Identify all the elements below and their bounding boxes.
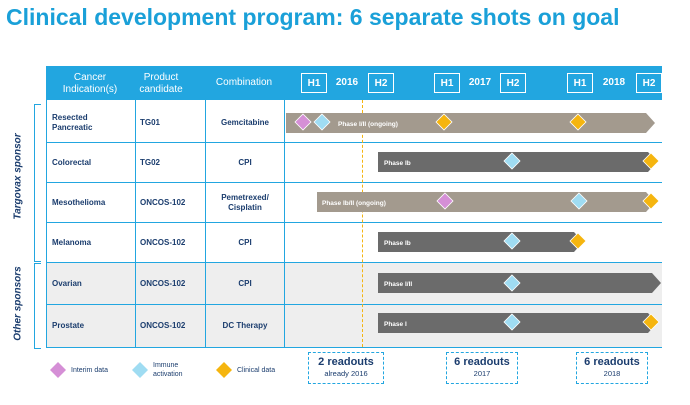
row-divider [46, 182, 662, 183]
readout-2016-year: already 2016 [324, 369, 368, 378]
header-indication: Cancer Indication(s) [62, 72, 118, 95]
phase-label-mesothelioma: Phase Ib/II (ongoing) [322, 200, 386, 207]
readout-2018-count: 6 readouts [584, 356, 640, 368]
phase-bar-colorectal [378, 152, 657, 172]
immune-diamond [503, 152, 521, 170]
year-2016: 2016 [335, 77, 359, 88]
row2-combination: CPI [238, 157, 252, 167]
year-2018: 2018 [602, 77, 626, 88]
row3-product: ONCOS-102 [140, 197, 186, 207]
h2-2018: H2 [636, 73, 662, 93]
row-divider [46, 262, 662, 263]
legend-immune-icon [132, 362, 148, 378]
legend-immune-label: Immune activation [153, 362, 183, 378]
row3-combination: Pemetrexed/ Cisplatin [221, 192, 269, 212]
row-divider [46, 304, 662, 305]
immune-diamond [570, 192, 588, 210]
h1-2018: H1 [567, 73, 593, 93]
row4-product: ONCOS-102 [140, 237, 186, 247]
row-bg-prostate [46, 305, 662, 347]
row5-combination: CPI [238, 278, 252, 288]
phase-bar-pancreatic [286, 113, 655, 133]
legend-clinical-label: Clinical data [237, 367, 276, 374]
phase-bar-mesothelioma [317, 192, 655, 212]
interim-diamond [436, 192, 454, 210]
row-divider [46, 347, 662, 348]
clinical-diamond [569, 113, 587, 131]
h1-2016: H1 [301, 73, 327, 93]
readout-2017-count: 6 readouts [454, 356, 510, 368]
row1-combination: Gemcitabine [220, 118, 269, 127]
clinical-diamond [642, 152, 660, 170]
row6-indication: Prostate [52, 321, 85, 330]
row1-indication: Resected Pancreatic [52, 113, 93, 132]
col-divider [284, 66, 285, 347]
row-bg-ovarian [46, 263, 662, 304]
interim-diamond [294, 113, 312, 131]
row2-indication: Colorectal [52, 157, 92, 167]
today-dashed-line [362, 100, 363, 347]
readout-2017-year: 2017 [473, 369, 491, 378]
h2-2017: H2 [500, 73, 526, 93]
readout-2018-year: 2018 [603, 369, 621, 378]
row6-combination: DC Therapy [222, 321, 268, 330]
col-divider [46, 66, 47, 347]
clinical-diamond [642, 192, 660, 210]
h1-2017: H1 [434, 73, 460, 93]
row4-indication: Melanoma [52, 237, 92, 247]
row5-product: ONCOS-102 [140, 278, 186, 288]
header-product: Product candidate [139, 72, 183, 95]
year-2017: 2017 [468, 77, 492, 88]
readout-2016: 2 readouts already 2016 [308, 352, 384, 384]
readout-2018: 6 readouts 2018 [576, 352, 648, 384]
clinical-diamond [435, 113, 453, 131]
phase-label-melanoma: Phase Ib [384, 240, 411, 247]
phase-label-pancreatic: Phase I/II (ongoing) [338, 121, 398, 128]
col-divider [135, 66, 136, 347]
row3-indication: Mesothelioma [52, 197, 106, 207]
side-label-other: Other sponsors [12, 266, 24, 341]
row5-indication: Ovarian [52, 278, 82, 288]
readout-2016-count: 2 readouts [318, 356, 374, 368]
immune-diamond [503, 232, 521, 250]
row1-product: TG01 [140, 118, 161, 127]
row4-combination: CPI [238, 237, 252, 247]
legend-interim-icon [50, 362, 66, 378]
h2-2016: H2 [368, 73, 394, 93]
row-divider [46, 222, 662, 223]
table-header [46, 66, 662, 100]
other-bracket [34, 263, 41, 349]
readout-2017: 6 readouts 2017 [446, 352, 518, 384]
side-label-targovax: Targovax sponsor [12, 133, 24, 220]
legend-interim-label: Interim data [71, 367, 108, 374]
clinical-diamond [569, 232, 587, 250]
legend-clinical-icon [216, 362, 232, 378]
row-divider [46, 142, 662, 143]
row2-product: TG02 [140, 157, 161, 167]
immune-diamond [313, 113, 331, 131]
header-combination: Combination [215, 77, 273, 88]
col-divider [205, 66, 206, 347]
row6-product: ONCOS-102 [140, 321, 186, 330]
phase-label-colorectal: Phase Ib [384, 160, 411, 167]
page-title: Clinical development program: 6 separate… [6, 4, 620, 30]
targovax-bracket [34, 104, 41, 262]
phase-bar-melanoma [378, 232, 583, 252]
